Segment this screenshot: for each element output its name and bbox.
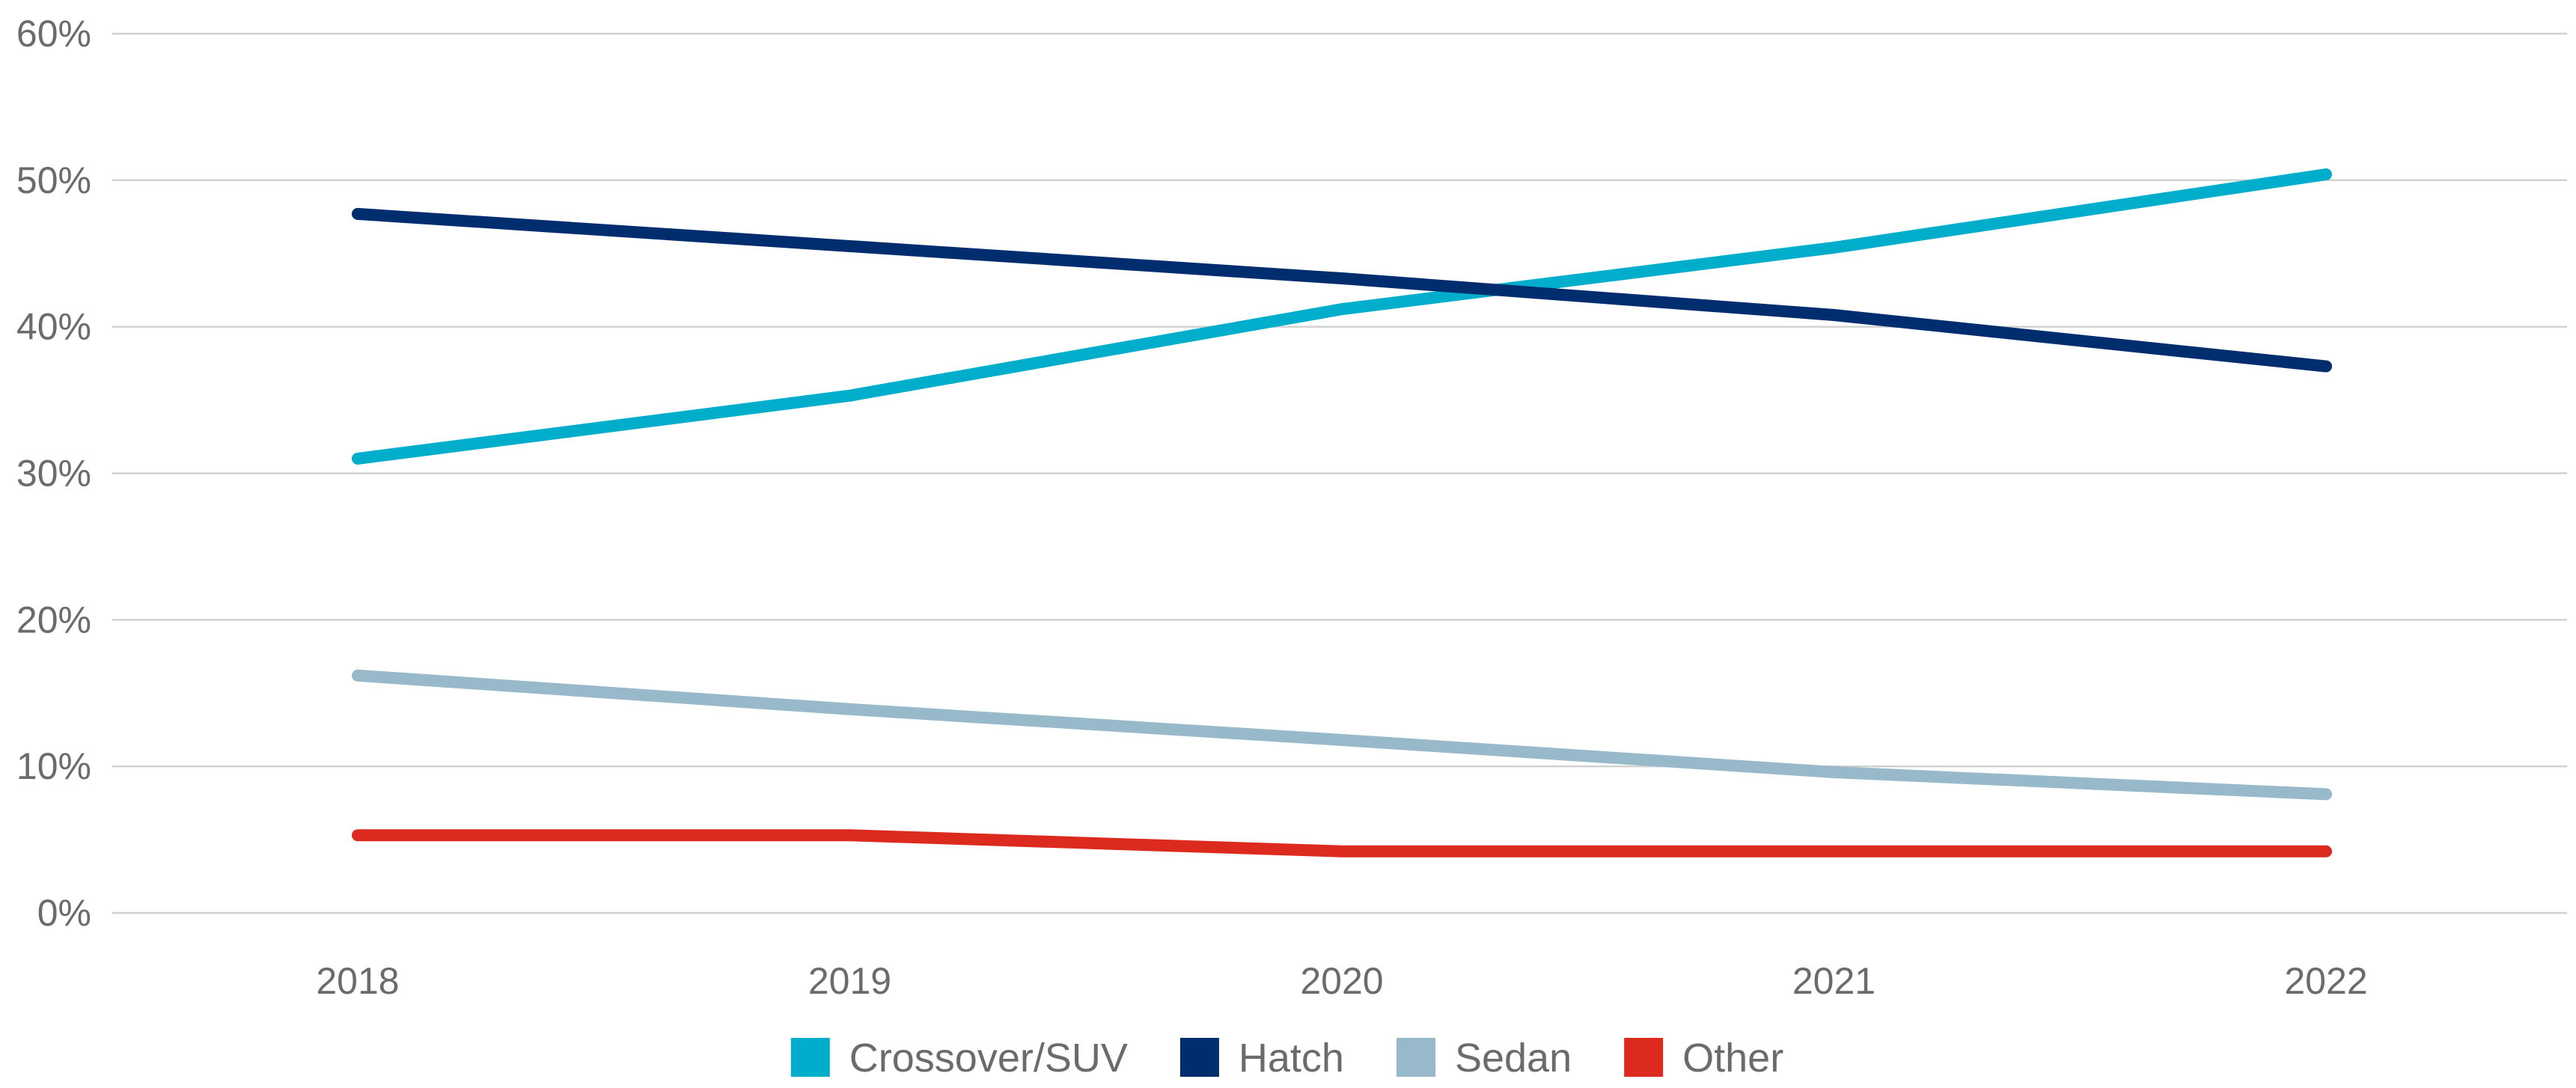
x-tick-label: 2020 — [1300, 960, 1383, 1002]
legend-swatch — [1396, 1038, 1435, 1077]
x-axis-ticks: 2018 2019 2020 2021 2022 — [316, 960, 2367, 1002]
legend-label: Sedan — [1455, 1036, 1572, 1081]
y-tick-label: 40% — [16, 306, 91, 348]
x-tick-label: 2021 — [1792, 960, 1875, 1002]
series-line-other — [352, 829, 2332, 858]
legend-swatch — [790, 1038, 830, 1077]
y-tick-label: 60% — [16, 13, 91, 55]
legend-swatch — [1179, 1038, 1219, 1077]
x-tick-label: 2018 — [316, 960, 399, 1002]
legend-label: Other — [1682, 1036, 1783, 1081]
y-tick-label: 50% — [16, 159, 91, 201]
series-lines — [352, 168, 2332, 858]
gridlines — [112, 32, 2567, 914]
x-tick-label: 2019 — [808, 960, 891, 1002]
y-tick-label: 30% — [16, 453, 91, 495]
legend-label: Hatch — [1239, 1036, 1344, 1081]
y-tick-label: 10% — [16, 745, 91, 787]
y-tick-label: 20% — [16, 599, 91, 641]
legend: Crossover/SUV Hatch Sedan Other — [790, 1036, 1783, 1081]
legend-swatch — [1624, 1038, 1664, 1077]
series-line-hatch — [352, 207, 2332, 373]
legend-label: Crossover/SUV — [849, 1036, 1128, 1081]
y-tick-label: 0% — [37, 892, 91, 934]
series-line-sedan — [352, 669, 2332, 801]
x-tick-label: 2022 — [2284, 960, 2367, 1002]
series-line-crossover-suv — [352, 168, 2332, 465]
y-axis-ticks: 0% 10% 20% 30% 40% 50% 60% — [16, 13, 91, 934]
